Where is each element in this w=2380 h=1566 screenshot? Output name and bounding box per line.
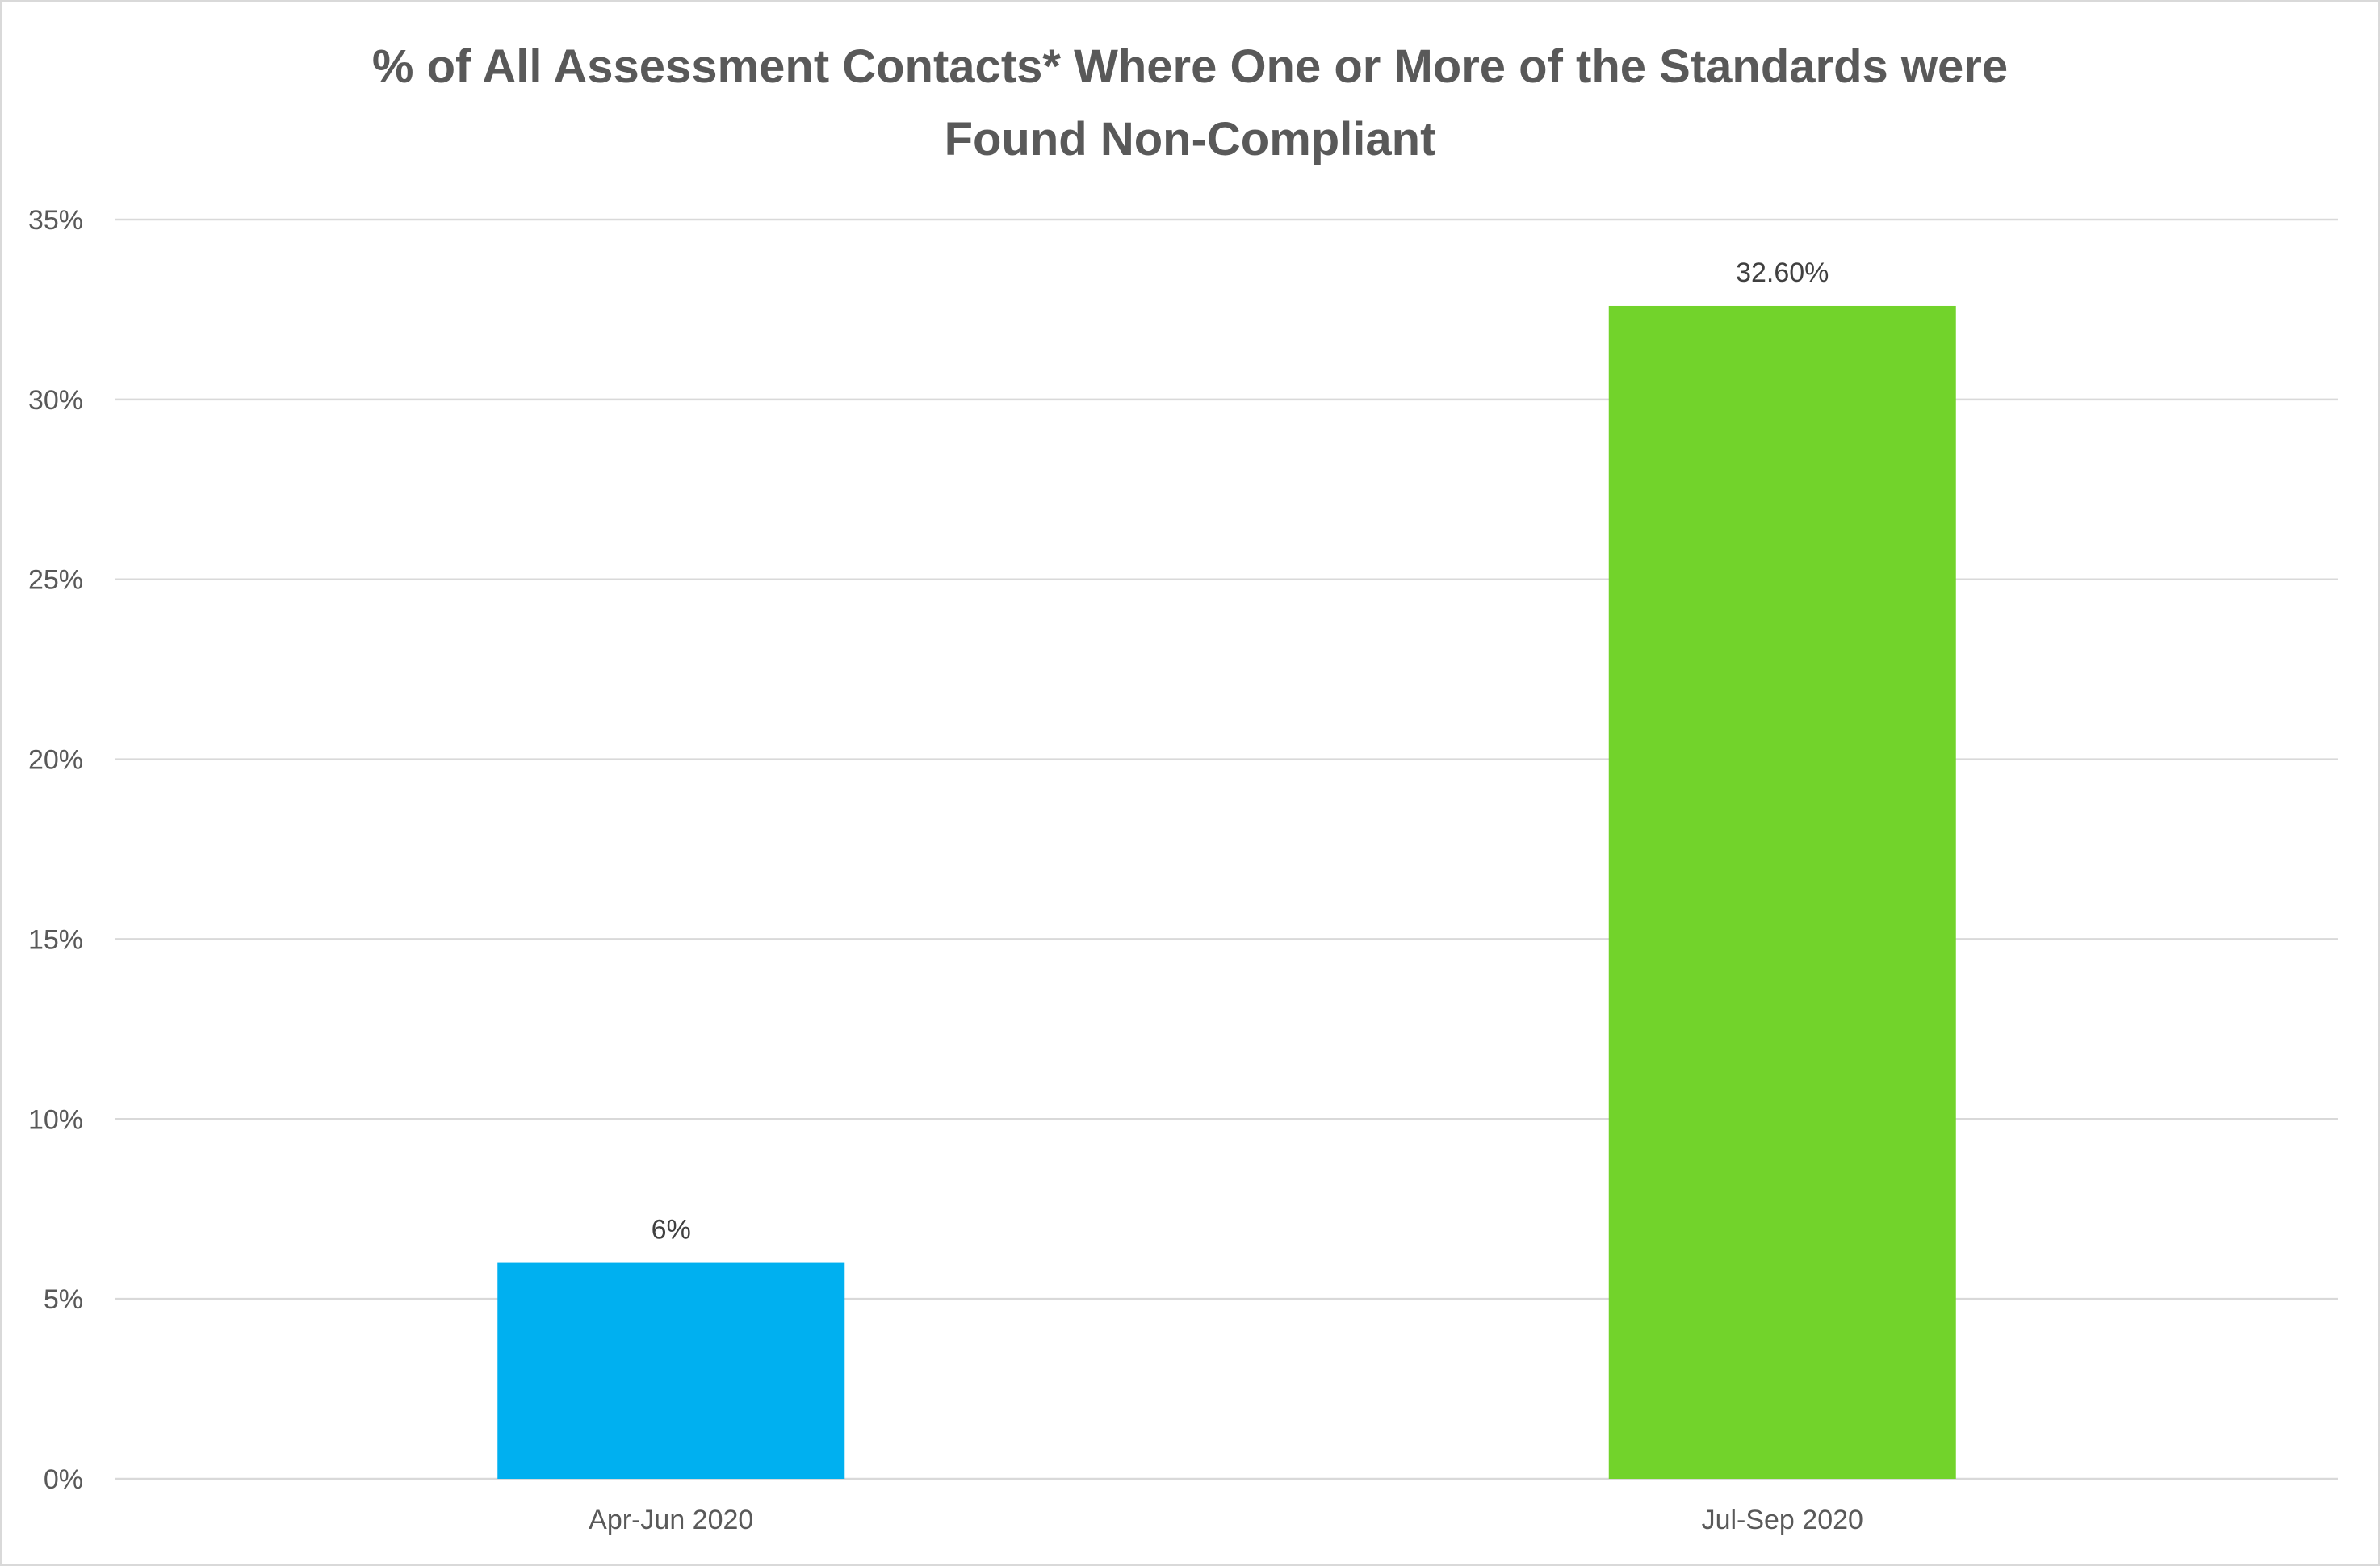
x-tick-label: Apr-Jun 2020 (589, 1505, 753, 1535)
chart-title-line-2: Found Non-Compliant (945, 113, 1436, 165)
y-tick-label: 15% (28, 924, 83, 955)
x-axis-tick-labels: Apr-Jun 2020 Jul-Sep 2020 (589, 1505, 1863, 1535)
chart-title-line-1: % of All Assessment Contacts* Where One … (372, 40, 2008, 93)
y-tick-label: 35% (28, 205, 83, 236)
data-label: 32.60% (1736, 258, 1829, 288)
y-axis-tick-labels: 0% 5% 10% 15% 20% 25% 30% 35% (28, 205, 83, 1495)
y-tick-label: 25% (28, 565, 83, 596)
data-labels: 6% 32.60% (652, 258, 1829, 1246)
chart-title: % of All Assessment Contacts* Where One … (372, 40, 2008, 165)
bars (497, 305, 1956, 1479)
x-tick-label: Jul-Sep 2020 (1702, 1505, 1863, 1535)
bar-apr-jun-2020 (497, 1262, 845, 1479)
y-tick-label: 10% (28, 1104, 83, 1135)
y-tick-label: 0% (44, 1464, 83, 1495)
data-label: 6% (652, 1215, 691, 1246)
y-tick-label: 5% (44, 1284, 83, 1315)
y-tick-label: 30% (28, 385, 83, 416)
y-tick-label: 20% (28, 745, 83, 776)
gridlines (115, 218, 2338, 1480)
bar-jul-sep-2020 (1608, 305, 1956, 1479)
